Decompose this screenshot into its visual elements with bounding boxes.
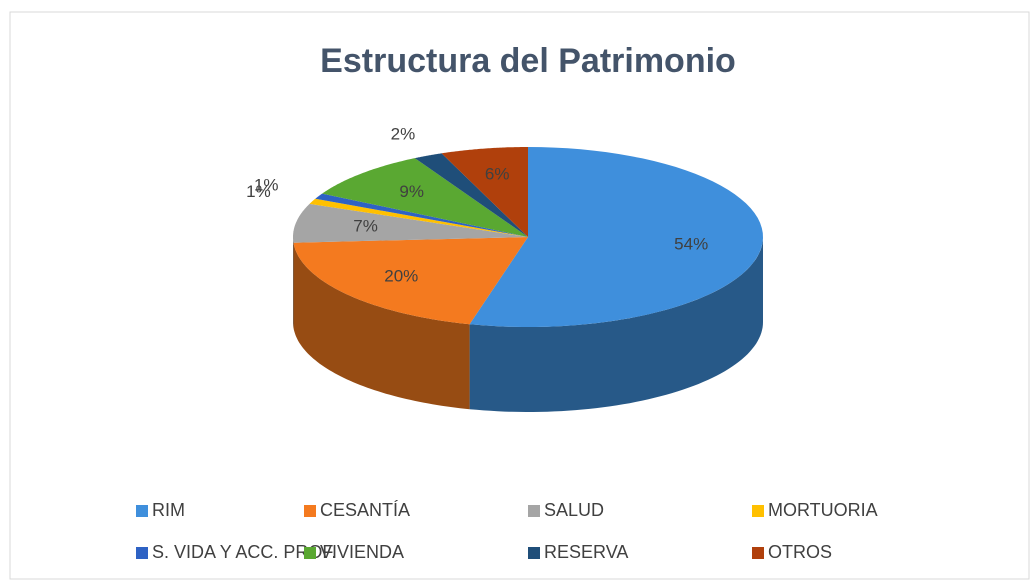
legend-label: RIM — [152, 500, 185, 520]
legend-swatch — [136, 547, 148, 559]
slice — [309, 198, 528, 237]
slice — [293, 237, 528, 325]
legend-label: CESANTÍA — [320, 500, 410, 520]
legend-swatch — [528, 547, 540, 559]
legend-swatch — [136, 505, 148, 517]
slice-side — [293, 237, 294, 328]
legend-label: SALUD — [544, 500, 604, 520]
data-label: 2% — [391, 125, 416, 144]
legend-swatch — [304, 505, 316, 517]
legend-label: MORTUORIA — [768, 500, 878, 520]
slice — [441, 147, 528, 237]
data-label: 6% — [485, 165, 510, 184]
data-label: 54% — [674, 234, 708, 253]
legend-swatch — [528, 505, 540, 517]
chart-title: Estructura del Patrimonio — [320, 42, 736, 80]
data-label: 9% — [399, 182, 424, 201]
slice — [315, 193, 528, 237]
data-label: 20% — [384, 267, 418, 286]
data-label: 7% — [353, 217, 378, 236]
slice — [322, 158, 528, 237]
legend-swatch — [304, 547, 316, 559]
legend-swatch — [752, 547, 764, 559]
data-label: 1% — [254, 175, 279, 194]
legend-label: VIVIENDA — [320, 542, 404, 562]
slice-side — [293, 242, 470, 410]
legend-label: OTROS — [768, 542, 832, 562]
legend-label: RESERVA — [544, 542, 628, 562]
slice — [469, 147, 763, 327]
legend-label: S. VIDA Y ACC. PROF. — [152, 542, 336, 562]
slice-side — [469, 237, 763, 412]
legend-swatch — [752, 505, 764, 517]
slice — [293, 203, 528, 243]
slice — [414, 153, 528, 237]
data-label: 1% — [246, 182, 271, 201]
